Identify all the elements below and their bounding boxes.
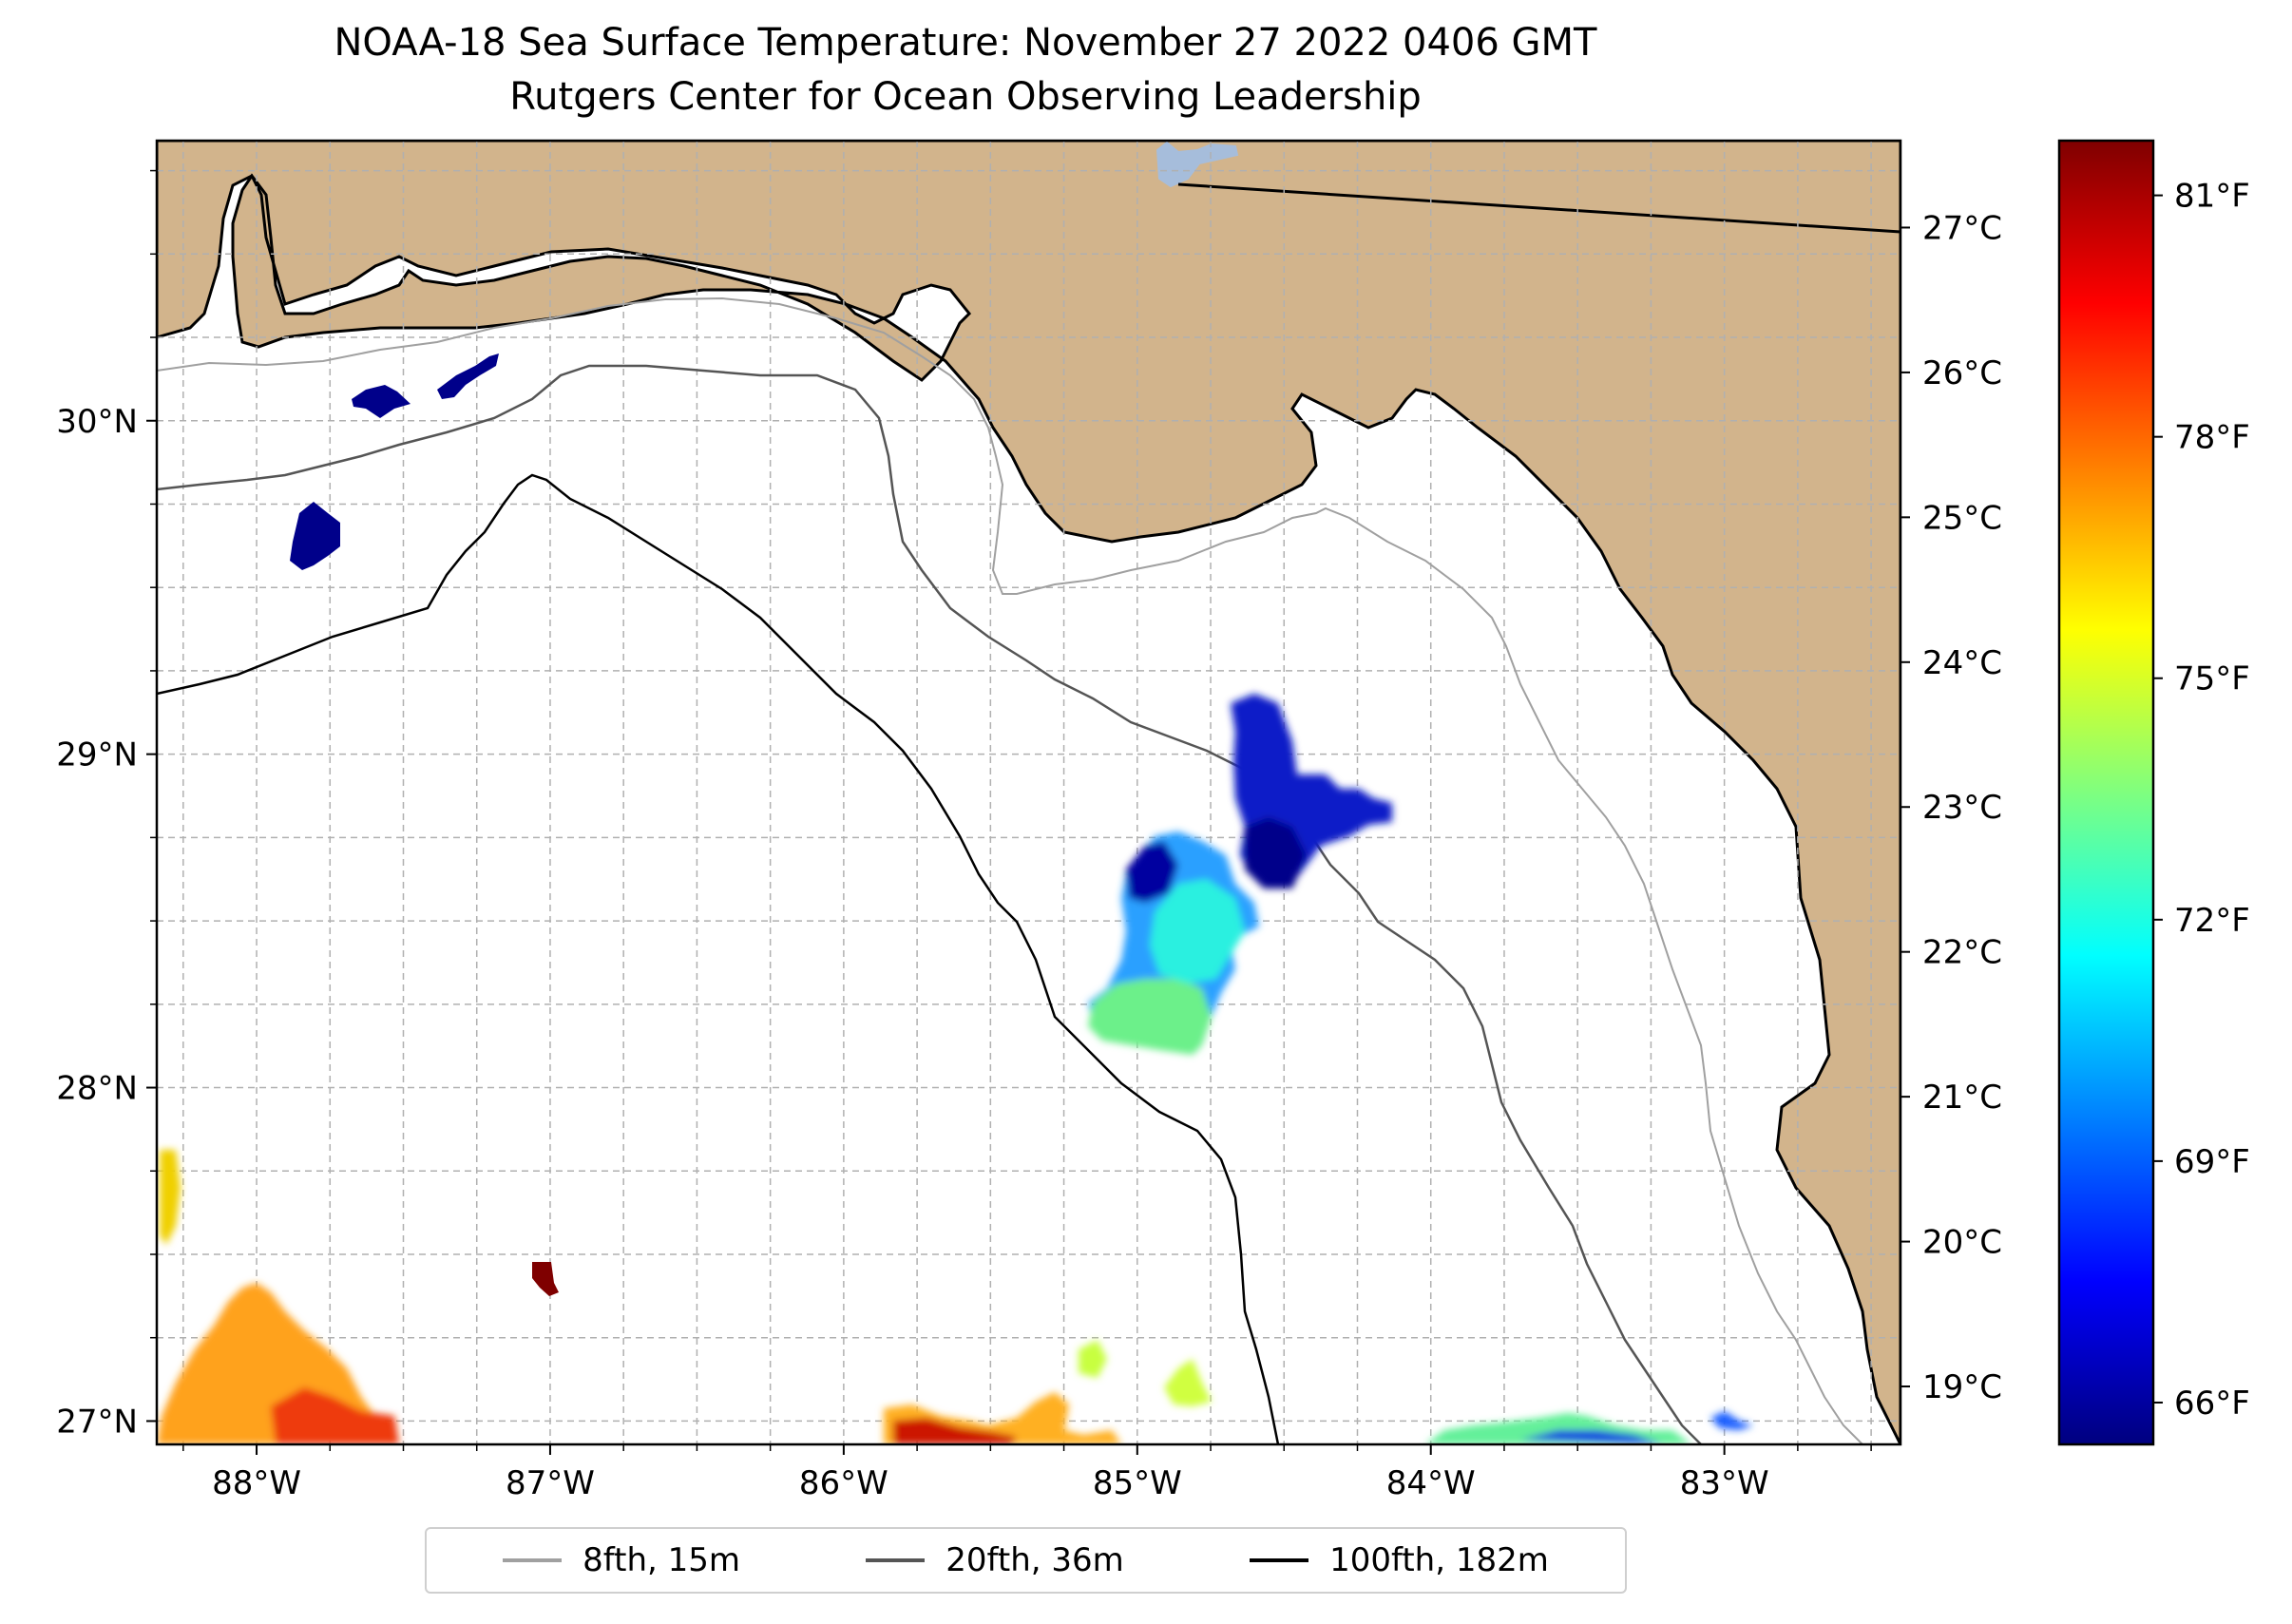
sst-data-layer	[157, 353, 1753, 1444]
sst-patch-southwest-edge	[160, 1150, 181, 1245]
celsius-tick-label: 27°C	[1922, 209, 2002, 247]
sst-patch-pensacola-2	[437, 353, 499, 399]
lon-tick-label: 88°W	[212, 1464, 301, 1502]
celsius-tick-label: 22°C	[1922, 934, 2002, 972]
celsius-tick-label: 25°C	[1922, 499, 2002, 537]
colorbar	[2057, 139, 2155, 1446]
lake-seminole	[1156, 141, 1239, 188]
sst-patch-south-small-1	[1079, 1340, 1107, 1378]
sst-patch-offshore-north-dark	[1245, 817, 1307, 888]
celsius-tick-label: 21°C	[1922, 1079, 2002, 1117]
isobath-182m	[157, 473, 1280, 1444]
sst-patch-offshore-west-dark	[1126, 841, 1178, 903]
chart-title: NOAA-18 Sea Surface Temperature: Novembe…	[334, 21, 1597, 65]
legend-label-15m: 8fth, 15m	[583, 1541, 741, 1579]
lon-tick-label: 86°W	[799, 1464, 888, 1502]
legend-line-182m	[1250, 1558, 1309, 1562]
fahrenheit-tick-label: 72°F	[2174, 902, 2250, 940]
fahrenheit-tick-label: 66°F	[2174, 1385, 2250, 1423]
celsius-axis: 19°C 20°C 21°C 22°C 23°C 24°C 25°C 26°C 27°C	[1900, 209, 2002, 1406]
sst-patch-offshore-south	[1088, 979, 1212, 1055]
celsius-tick-label: 19°C	[1922, 1368, 2002, 1406]
state-border	[1177, 182, 1900, 234]
fahrenheit-tick-label: 69°F	[2174, 1143, 2250, 1181]
celsius-tick-label: 20°C	[1922, 1224, 2002, 1262]
lat-tick-label: 29°N	[56, 736, 138, 774]
lon-tick-label: 84°W	[1386, 1464, 1476, 1502]
depth-legend: 8fth, 15m 20fth, 36m 100fth, 182m	[425, 1527, 1627, 1594]
latitude-axis: 27°N 28°N 29°N 30°N	[56, 169, 157, 1441]
legend-item-15m: 8fth, 15m	[503, 1541, 740, 1579]
lon-tick-label: 83°W	[1680, 1464, 1769, 1502]
legend-line-15m	[503, 1558, 563, 1562]
isobath-36m	[157, 364, 1702, 1444]
sst-patch-offshore-cyan	[1150, 879, 1245, 984]
sst-patch-pensacola-3	[290, 502, 340, 570]
fahrenheit-tick-label: 75°F	[2174, 660, 2250, 698]
celsius-tick-label: 24°C	[1922, 644, 2002, 682]
land-north-coast	[157, 141, 1900, 1444]
chart-subtitle: Rutgers Center for Ocean Observing Leade…	[509, 75, 1422, 119]
map-frame	[155, 139, 1902, 1446]
lat-tick-label: 27°N	[56, 1403, 138, 1441]
fahrenheit-axis: 66°F 69°F 72°F 75°F 78°F 81°F	[2153, 178, 2250, 1423]
sst-patch-south-central-warm	[893, 1418, 1017, 1444]
sst-patch-south-small-2	[1164, 1359, 1212, 1406]
fahrenheit-tick-label: 81°F	[2174, 178, 2250, 216]
legend-item-36m: 20fth, 36m	[866, 1541, 1124, 1579]
sst-patch-warm-pixel	[532, 1262, 559, 1296]
legend-label-182m: 100fth, 182m	[1329, 1541, 1549, 1579]
celsius-tick-label: 26°C	[1922, 354, 2002, 392]
fahrenheit-tick-label: 78°F	[2174, 419, 2250, 457]
isobath-15m	[157, 296, 1863, 1444]
lon-tick-label: 87°W	[506, 1464, 595, 1502]
legend-item-182m: 100fth, 182m	[1250, 1541, 1549, 1579]
lat-tick-label: 30°N	[56, 403, 138, 441]
lon-tick-label: 85°W	[1093, 1464, 1182, 1502]
sst-patch-far-southeast	[1710, 1411, 1753, 1430]
legend-line-36m	[866, 1558, 926, 1562]
longitude-axis: 88°W 87°W 86°W 85°W 84°W 83°W	[182, 1444, 1872, 1502]
sst-patch-south-east-cool	[1520, 1430, 1663, 1444]
sst-patch-pensacola-1	[352, 385, 411, 418]
celsius-tick-label: 23°C	[1922, 789, 2002, 827]
legend-label-36m: 20fth, 36m	[945, 1541, 1124, 1579]
sst-patch-southwest-warm	[271, 1387, 399, 1444]
map-area	[157, 141, 1900, 1444]
lat-tick-label: 28°N	[56, 1070, 138, 1108]
